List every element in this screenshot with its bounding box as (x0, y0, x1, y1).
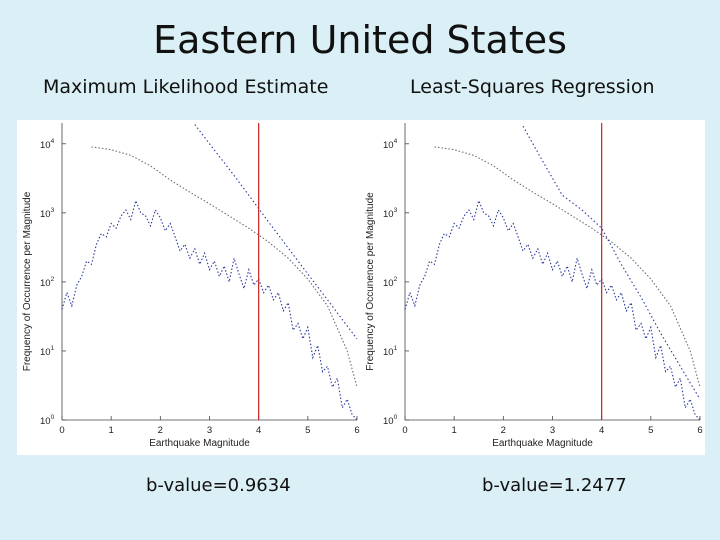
slide-title: Eastern United States (153, 18, 567, 62)
series-line-1 (61, 198, 358, 421)
y-tick-label: 100 (383, 414, 398, 427)
x-tick-label: 3 (207, 425, 212, 436)
series-line-3 (522, 125, 701, 400)
right-chart: 0 1 2 3 4 5 6 100 101 102 103 104 Earthquake Magnitu… (365, 123, 703, 449)
y-tick-label: 103 (40, 207, 55, 220)
y-axis-label: Frequency of Occunence per Magnitude (365, 192, 376, 371)
x-tick-label: 4 (256, 425, 261, 436)
x-axis-label: Earthquake Magnitude (492, 438, 593, 449)
y-tick-label: 102 (383, 276, 398, 289)
series-line-1 (404, 198, 701, 421)
left-chart-panel: 0 1 2 3 4 5 6 100 101 102 103 104 Earthquake Magnitu… (17, 120, 362, 455)
x-tick-label: 6 (354, 425, 359, 436)
right-bvalue: b-value=1.2477 (482, 475, 627, 496)
y-tick-label: 100 (40, 414, 55, 427)
x-tick-label: 5 (305, 425, 310, 436)
x-tick-label: 3 (550, 425, 555, 436)
x-tick-label: 0 (402, 425, 407, 436)
y-tick-label: 101 (383, 345, 398, 358)
y-tick-label: 102 (40, 276, 55, 289)
left-bvalue: b-value=0.9634 (146, 475, 291, 496)
x-tick-label: 2 (501, 425, 506, 436)
x-tick-label: 0 (59, 425, 64, 436)
y-tick-label: 103 (383, 207, 398, 220)
x-tick-label: 1 (452, 425, 457, 436)
x-tick-label: 5 (648, 425, 653, 436)
y-axis-label: Frequency of Occurrence per Magnitude (22, 191, 33, 371)
y-tick-label: 104 (383, 138, 398, 151)
x-tick-label: 4 (599, 425, 604, 436)
right-chart-panel: 0 1 2 3 4 5 6 100 101 102 103 104 Earthquake Magnitu… (360, 120, 705, 455)
x-tick-label: 1 (109, 425, 114, 436)
y-tick-label: 101 (40, 345, 55, 358)
left-chart: 0 1 2 3 4 5 6 100 101 102 103 104 Earthquake Magnitu… (22, 123, 360, 449)
x-tick-label: 6 (697, 425, 702, 436)
series-line-3 (194, 124, 358, 340)
y-tick-label: 104 (40, 138, 55, 151)
x-tick-label: 2 (158, 425, 163, 436)
x-axis-label: Earthquake Magnitude (149, 438, 250, 449)
left-subtitle: Maximum Likelihood Estimate (43, 76, 329, 98)
right-subtitle: Least-Squares Regression (410, 76, 655, 98)
